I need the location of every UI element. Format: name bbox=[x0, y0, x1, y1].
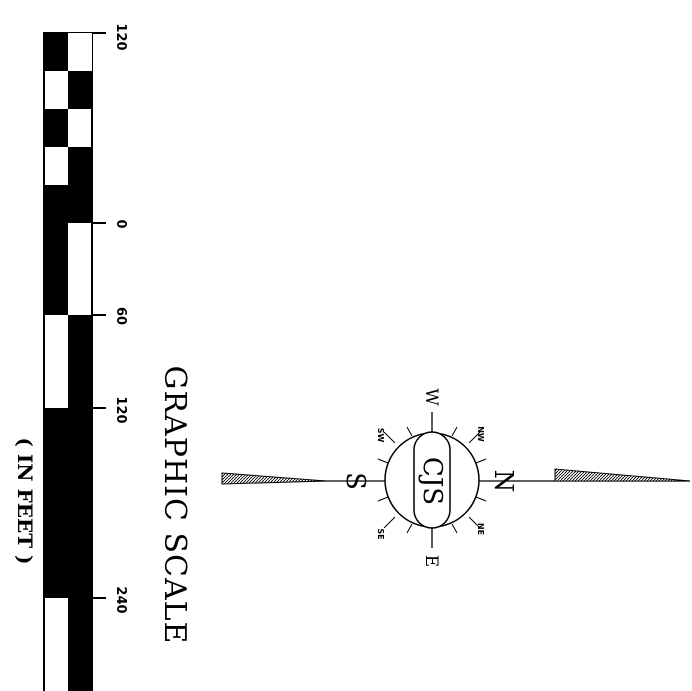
compass-south-label: S bbox=[340, 472, 370, 490]
scale-segment bbox=[68, 185, 92, 223]
scale-segment bbox=[68, 33, 92, 71]
scale-segment bbox=[44, 408, 92, 598]
compass-monogram: CJS bbox=[417, 456, 447, 506]
scale-segment bbox=[68, 147, 92, 185]
scale-segment bbox=[68, 598, 92, 691]
compass-north-label: N bbox=[488, 469, 518, 493]
scale-segment bbox=[68, 315, 92, 408]
scale-segment bbox=[44, 185, 68, 223]
scale-segment bbox=[44, 109, 68, 147]
scale-segment bbox=[44, 223, 68, 315]
compass-east-label: E bbox=[421, 554, 441, 568]
compass-diagonal-ticks bbox=[377, 426, 487, 534]
scale-segment bbox=[68, 71, 92, 109]
compass-southwest-label: SW bbox=[376, 427, 385, 443]
monogram-capsule bbox=[413, 431, 451, 529]
compass-southeast-label: SE bbox=[376, 528, 385, 540]
compass-northwest-label: NW bbox=[476, 426, 485, 442]
scale-segment bbox=[44, 33, 68, 71]
compass-north-spike bbox=[554, 468, 691, 482]
compass-west-label: W bbox=[421, 388, 441, 406]
compass-northeast-label: NE bbox=[476, 522, 485, 536]
compass-south-spike bbox=[221, 472, 327, 485]
